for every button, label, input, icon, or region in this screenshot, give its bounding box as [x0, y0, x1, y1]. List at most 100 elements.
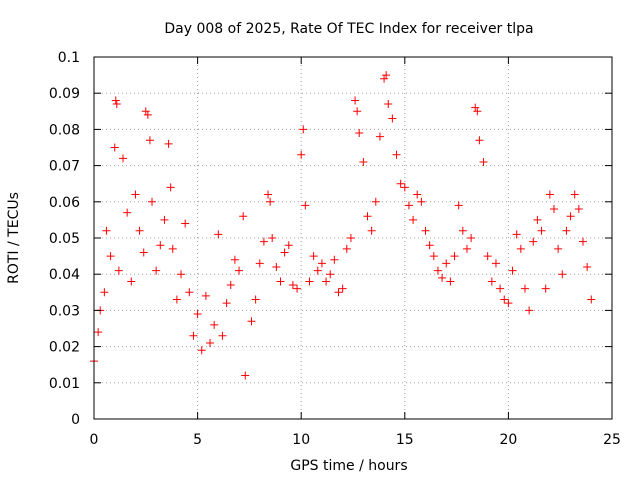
data-point: [166, 183, 175, 192]
data-point: [94, 328, 103, 337]
x-tick-label: 10: [292, 432, 310, 448]
data-point: [471, 103, 480, 112]
data-point: [172, 295, 181, 304]
data-point: [533, 215, 542, 224]
data-point: [309, 252, 318, 261]
data-point: [529, 237, 538, 246]
data-point: [102, 226, 111, 235]
data-point: [226, 281, 235, 290]
y-tick-label: 0.07: [49, 159, 80, 175]
data-point: [106, 252, 115, 261]
data-point: [566, 212, 575, 221]
data-point: [110, 143, 119, 152]
data-point: [264, 190, 273, 199]
data-point: [145, 136, 154, 145]
data-point: [131, 190, 140, 199]
data-point: [334, 288, 343, 297]
axis-ticks: 0 5 10 15 20 25 0 0.01 0.02 0.03 0.04 0.05 0.06 0.07 0…: [49, 50, 621, 448]
data-point: [363, 212, 372, 221]
data-point: [525, 306, 534, 315]
data-point: [491, 259, 500, 268]
data-point: [508, 266, 517, 275]
data-point: [558, 270, 567, 279]
x-tick-label: 15: [396, 432, 414, 448]
y-tick-label: 0.03: [49, 303, 80, 319]
data-point: [400, 183, 409, 192]
x-tick-label: 20: [499, 432, 517, 448]
y-tick-label: 0.01: [49, 376, 80, 392]
data-point: [235, 266, 244, 275]
data-point: [409, 215, 418, 224]
data-point: [201, 291, 210, 300]
data-point: [141, 107, 150, 116]
data-point: [266, 197, 275, 206]
data-point: [317, 259, 326, 268]
data-point: [156, 241, 165, 250]
data-points: [90, 71, 596, 380]
data-point: [583, 262, 592, 271]
data-point: [429, 252, 438, 261]
data-point: [276, 277, 285, 286]
data-point: [545, 190, 554, 199]
data-point: [123, 208, 132, 217]
data-point: [375, 132, 384, 141]
data-point: [367, 226, 376, 235]
data-point: [384, 100, 393, 109]
data-point: [446, 277, 455, 286]
data-point: [181, 219, 190, 228]
data-point: [255, 259, 264, 268]
data-point: [326, 270, 335, 279]
x-tick-label: 5: [193, 432, 202, 448]
data-point: [500, 295, 509, 304]
data-point: [438, 273, 447, 282]
y-tick-label: 0: [71, 412, 80, 428]
data-point: [512, 230, 521, 239]
data-point: [193, 310, 202, 319]
data-point: [338, 284, 347, 293]
data-point: [554, 244, 563, 253]
data-point: [280, 248, 289, 257]
data-point: [351, 96, 360, 105]
data-point: [382, 71, 391, 80]
data-point: [487, 277, 496, 286]
data-point: [293, 284, 302, 293]
data-point: [475, 136, 484, 145]
data-point: [284, 241, 293, 250]
data-point: [239, 212, 248, 221]
data-point: [168, 244, 177, 253]
x-axis-label: GPS time / hours: [290, 458, 407, 474]
data-point: [355, 129, 364, 138]
data-point: [458, 226, 467, 235]
data-point: [241, 371, 250, 380]
data-point: [479, 157, 488, 166]
y-tick-label: 0.06: [49, 195, 80, 211]
data-point: [496, 284, 505, 293]
data-point: [342, 244, 351, 253]
data-point: [177, 270, 186, 279]
y-tick-label: 0.05: [49, 231, 80, 247]
data-point: [483, 252, 492, 261]
data-point: [247, 317, 256, 326]
data-point: [587, 295, 596, 304]
y-axis-label: ROTI / TECUs: [6, 192, 22, 284]
data-point: [197, 346, 206, 355]
data-point: [450, 252, 459, 261]
y-tick-label: 0.1: [58, 50, 80, 66]
grid-lines: [94, 57, 612, 419]
data-point: [148, 197, 157, 206]
data-point: [313, 266, 322, 275]
data-point: [218, 331, 227, 340]
data-point: [574, 205, 583, 214]
data-point: [210, 320, 219, 329]
data-point: [359, 157, 368, 166]
data-point: [433, 266, 442, 275]
data-point: [206, 338, 215, 347]
data-point: [421, 226, 430, 235]
data-point: [185, 288, 194, 297]
chart-title: Day 008 of 2025, Rate Of TEC Index for r…: [164, 21, 533, 37]
data-point: [537, 226, 546, 235]
data-point: [288, 281, 297, 290]
data-point: [346, 234, 355, 242]
data-point: [541, 284, 550, 293]
